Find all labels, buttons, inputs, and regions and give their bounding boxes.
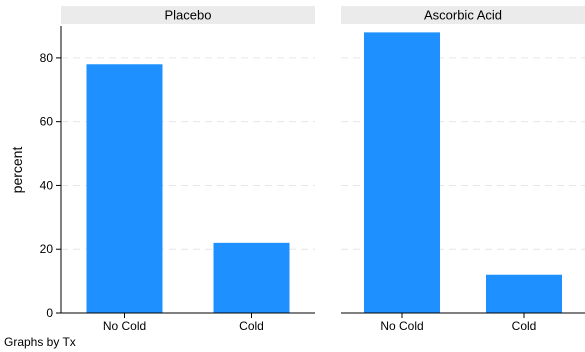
x-tick-label: No Cold xyxy=(380,319,423,333)
y-tick-label: 0 xyxy=(46,306,53,320)
x-tick-label: Cold xyxy=(512,319,537,333)
bar xyxy=(364,32,440,313)
bar xyxy=(486,274,562,313)
y-tick-label: 20 xyxy=(40,242,54,256)
x-tick-label: No Cold xyxy=(103,319,146,333)
bar xyxy=(86,64,163,314)
x-tick-label: Cold xyxy=(239,319,264,333)
y-tick-label: 40 xyxy=(40,178,54,192)
y-tick-label: 60 xyxy=(40,115,54,129)
bar xyxy=(213,242,290,313)
graphs-by-note: Graphs by Tx xyxy=(4,335,76,349)
panel-title: Placebo xyxy=(165,8,212,23)
panel-header xyxy=(341,6,585,24)
panel-title: Ascorbic Acid xyxy=(424,8,502,23)
y-tick-label: 80 xyxy=(40,51,54,65)
y-axis-label: percent xyxy=(9,147,25,194)
panel-header xyxy=(61,6,315,24)
